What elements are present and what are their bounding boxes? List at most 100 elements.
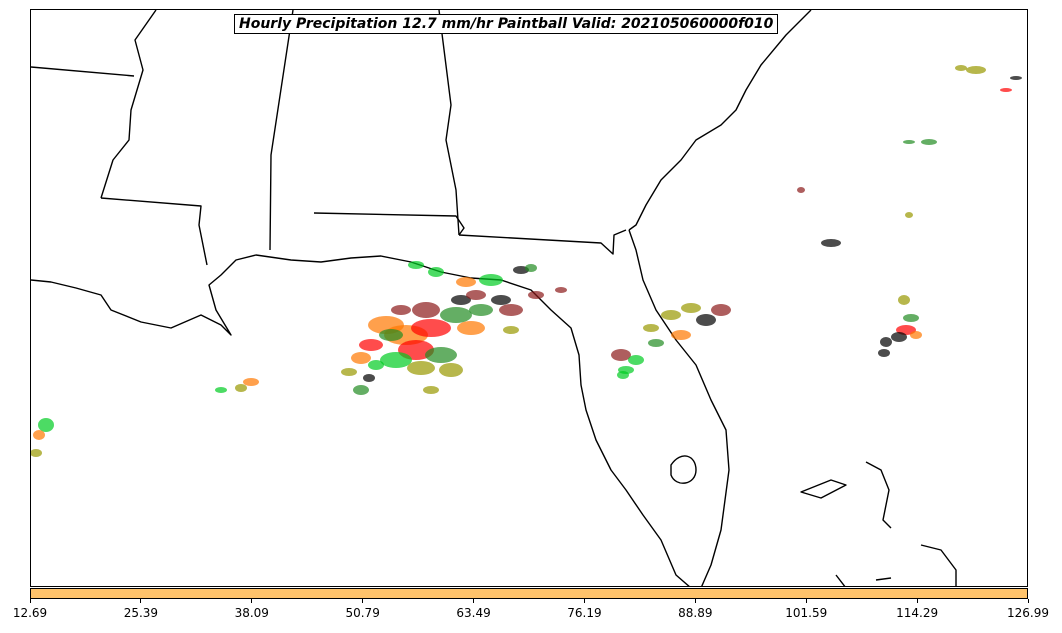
precip-paintball — [341, 368, 357, 376]
bahamas-island-2 — [865, 461, 892, 529]
map-panel — [30, 9, 1028, 587]
state-border-al-fl — [313, 212, 465, 236]
precip-paintball — [215, 387, 227, 393]
bahamas-island-4 — [875, 577, 892, 581]
precip-paintball — [891, 332, 907, 342]
precip-paintball — [423, 386, 439, 394]
colorbar-tick-label: 25.39 — [123, 606, 159, 620]
colorbar-tick-label: 126.99 — [1007, 606, 1049, 620]
precip-paintball — [439, 363, 463, 377]
colorbar-tick — [29, 599, 31, 603]
precip-paintball — [451, 295, 471, 305]
colorbar-tick-label: 50.79 — [345, 606, 380, 620]
precip-paintball — [648, 339, 664, 347]
precip-paintball — [921, 139, 937, 145]
precip-paintball — [880, 337, 892, 347]
precip-paintball — [33, 430, 45, 440]
precip-paintball — [243, 378, 259, 386]
state-border-ga-fl — [458, 229, 627, 255]
precip-paintball — [1000, 88, 1012, 92]
precip-paintball — [499, 304, 523, 316]
precip-paintball — [905, 212, 913, 218]
precip-paintball — [380, 352, 412, 368]
precip-paintball — [391, 305, 411, 315]
florida-east-coast — [628, 229, 730, 586]
colorbar-tick — [805, 599, 807, 603]
precip-paintball — [428, 267, 444, 277]
precip-paintball — [661, 310, 681, 320]
colorbar-tick — [362, 599, 364, 603]
precip-paintball — [457, 321, 485, 335]
precip-paintball — [611, 349, 631, 361]
precip-paintball — [955, 65, 967, 71]
precip-paintball — [797, 187, 805, 193]
map-canvas — [31, 10, 1022, 586]
precip-paintball — [412, 302, 440, 318]
precip-paintball — [681, 303, 701, 313]
precip-paintball — [479, 274, 503, 286]
map-title: Hourly Precipitation 12.7 mm/hr Paintbal… — [234, 14, 779, 34]
bahamas-island-3 — [920, 544, 957, 586]
colorbar-tick — [583, 599, 585, 603]
precip-paintball — [425, 347, 457, 363]
colorbar-tick-label: 63.49 — [456, 606, 491, 620]
colorbar-tick — [140, 599, 142, 603]
colorbar-tick — [473, 599, 475, 603]
precip-paintball — [407, 361, 435, 375]
precip-paintball — [696, 314, 716, 326]
precip-paintball — [408, 261, 424, 269]
atlantic-coast — [628, 10, 812, 231]
precip-paintball — [466, 290, 486, 300]
state-border-mississippi-river — [100, 10, 157, 199]
colorbar-tick — [251, 599, 253, 603]
precip-paintball — [351, 352, 371, 364]
precip-paintball — [617, 371, 629, 379]
colorbar-tick-label: 12.69 — [12, 606, 48, 620]
colorbar-tick — [916, 599, 918, 603]
gulf-coast-louisiana — [31, 254, 442, 336]
precip-paintball — [966, 66, 986, 74]
precip-paintball — [491, 295, 511, 305]
precip-paintball — [456, 277, 476, 287]
precip-paintball — [643, 324, 659, 332]
colorbar-tick — [694, 599, 696, 603]
lake-okeechobee — [670, 455, 697, 484]
precip-paintball — [38, 418, 54, 432]
florida-coast — [440, 271, 690, 586]
colorbar-tick-label: 88.89 — [678, 606, 713, 620]
colorbar-tick-label: 114.29 — [896, 606, 939, 620]
precip-paintball — [368, 360, 384, 370]
precip-paintball — [440, 307, 472, 323]
precip-paintball — [469, 304, 493, 316]
precip-paintball — [379, 329, 403, 341]
precip-paintball — [555, 287, 567, 293]
precip-paintball — [671, 330, 691, 340]
precip-paintball — [503, 326, 519, 334]
bahamas-island-1 — [800, 479, 847, 499]
colorbar-tick-label: 38.09 — [234, 606, 269, 620]
precip-paintball — [359, 339, 383, 351]
precip-paintball — [628, 355, 644, 365]
state-border-al-ga — [438, 10, 460, 236]
precip-paintball — [711, 304, 731, 316]
colorbar-tick-label: 101.59 — [785, 606, 828, 620]
precip-paintball — [528, 291, 544, 299]
precip-paintball — [411, 319, 451, 337]
precip-paintball — [235, 384, 247, 392]
state-border-la-ms — [100, 197, 208, 266]
precip-paintball — [910, 331, 922, 339]
state-border-ms-tn — [31, 66, 135, 77]
precip-paintball — [363, 374, 375, 382]
precip-paintball — [903, 314, 919, 322]
colorbar-tick-label: 76.19 — [567, 606, 602, 620]
precip-paintball — [31, 449, 42, 457]
precipitation-paintballs — [31, 65, 1022, 457]
precip-paintball — [898, 295, 910, 305]
precip-paintball — [525, 264, 537, 272]
colorbar — [30, 588, 1028, 599]
cuba-edge — [835, 574, 846, 586]
state-border-ms-al — [269, 10, 294, 251]
precip-paintball — [903, 140, 915, 144]
colorbar-tick — [1027, 599, 1029, 603]
precip-paintball — [821, 239, 841, 247]
